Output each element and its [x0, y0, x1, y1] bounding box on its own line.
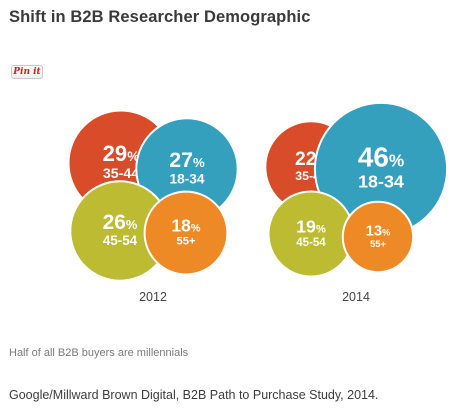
bubble-value-label: 46% [358, 141, 404, 172]
bubble-age-label: 18-34 [169, 171, 204, 186]
bubble-value-label: 13% [366, 224, 391, 240]
year-label-2014: 2014 [342, 290, 370, 304]
bubble-circle [341, 200, 415, 274]
bubble-age-label: 35-44 [103, 166, 139, 182]
chart-title: Shift in B2B Researcher Demographic [9, 8, 311, 26]
source-citation: Google/Millward Brown Digital, B2B Path … [9, 388, 379, 402]
bubble-age-label: 45-54 [103, 233, 138, 248]
caption: Half of all B2B buyers are millennials [9, 347, 189, 359]
bubble-2014-45-54: 19%45-54 [267, 190, 355, 278]
year-label-2012: 2012 [139, 290, 167, 304]
bubble-value-label: 26% [103, 211, 138, 234]
bubble-age-label: 18-34 [358, 172, 404, 192]
bubble-value-label: 27% [169, 148, 205, 172]
bubble-age-label: 55+ [177, 236, 196, 248]
bubble-circle [143, 190, 229, 276]
bubble-value-label: 19% [296, 216, 326, 236]
bubble-2014-18-34: 46%18-34 [313, 101, 449, 237]
bubble-age-label: 55+ [370, 239, 387, 250]
pin-it-button[interactable]: Pin it [11, 65, 43, 79]
bubble-age-label: 45-54 [296, 237, 326, 249]
bubble-2012-18-34: 27%18-34 [135, 117, 239, 221]
bubble-value-label: 18% [172, 215, 201, 235]
bubble-2012-55plus: 18%55+ [143, 190, 229, 276]
bubble-2014-55plus: 13%55+ [341, 200, 415, 274]
